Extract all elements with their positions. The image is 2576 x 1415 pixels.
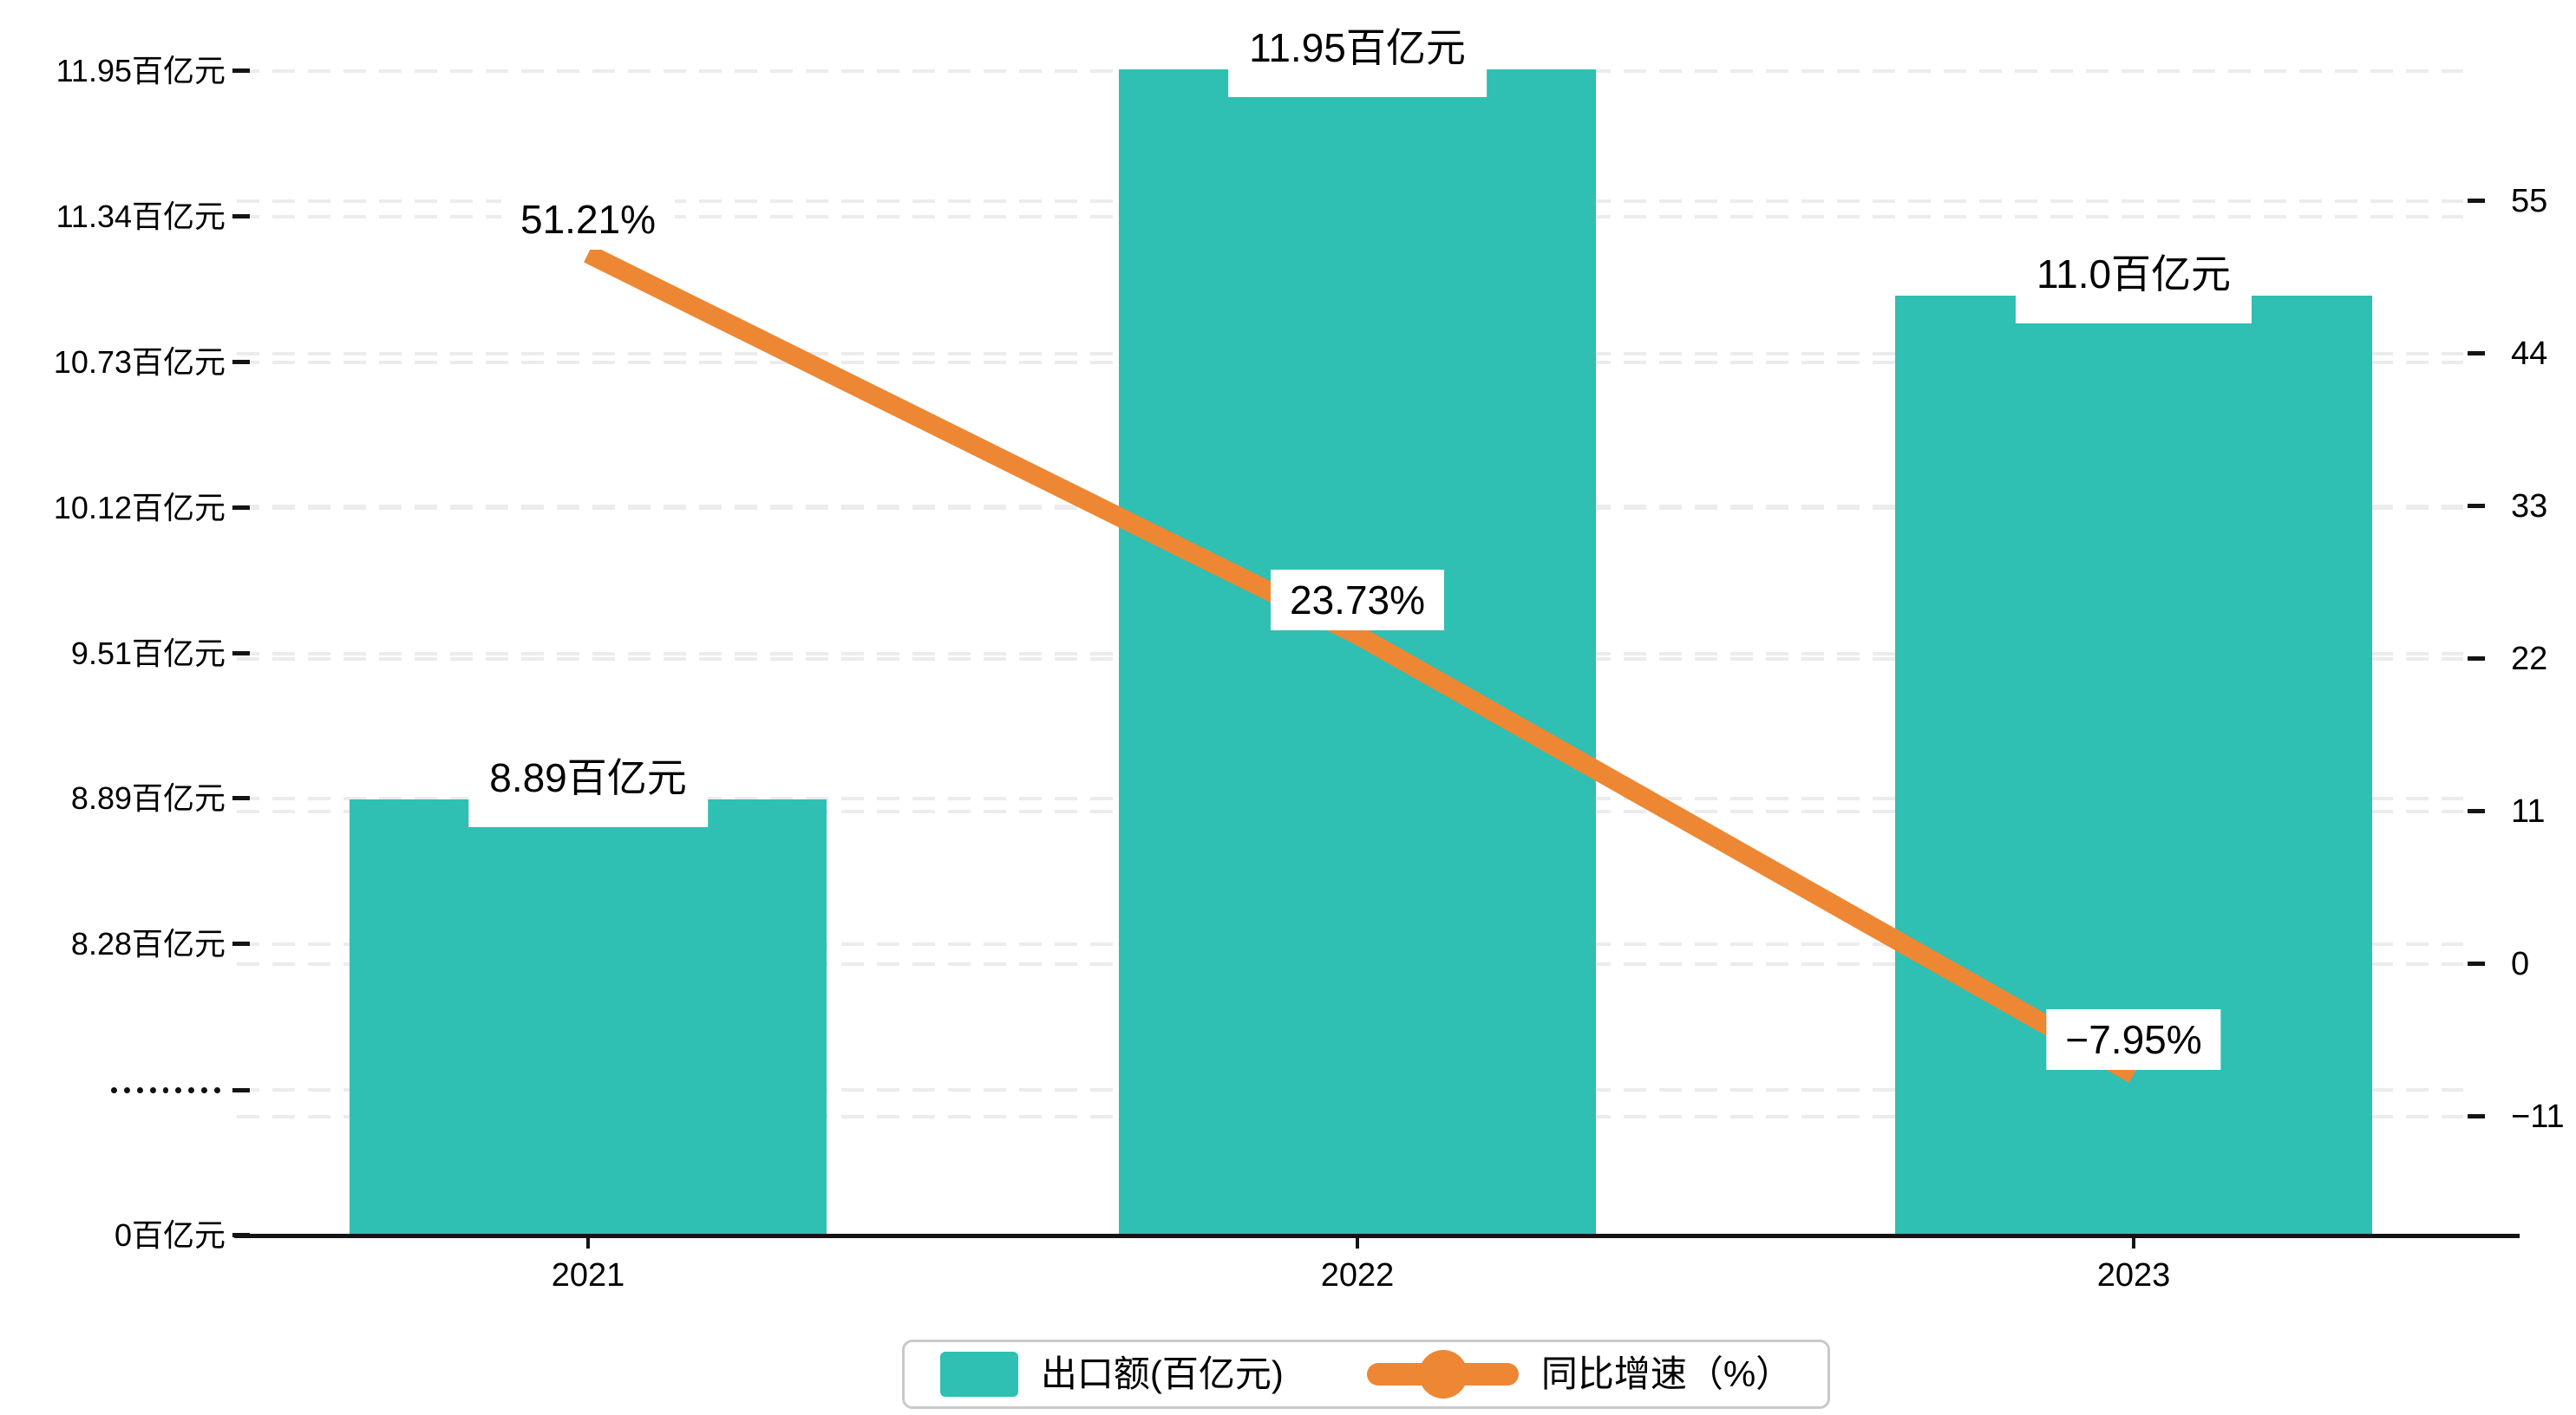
point-label-2023: −7.95%	[2046, 1009, 2221, 1071]
y-left-label-5: 8.89百亿元	[70, 780, 226, 817]
y-left-tick-5	[232, 796, 250, 801]
y-left-tick-4	[232, 650, 250, 655]
y-right-tick-4	[2468, 809, 2485, 813]
legend-label-export-amount: 出口额(百亿元)	[1040, 1353, 1284, 1394]
x-tick-label-2023: 2023	[2096, 1257, 2171, 1294]
line-marker-dot	[1418, 1350, 1468, 1399]
axis-break-dot	[162, 1087, 169, 1093]
y-left-label-1: 11.34百亿元	[56, 198, 226, 234]
x-tick-label-2021: 2021	[551, 1257, 625, 1294]
y-right-label-2: 33	[2511, 488, 2548, 525]
point-label-2021: 51.21%	[500, 188, 676, 250]
bar-value-label-2022: 11.95百亿元	[1228, 20, 1487, 97]
y-left-tick-3	[232, 505, 250, 510]
y-right-tick-3	[2468, 656, 2485, 661]
y-left-tick-2	[232, 359, 250, 364]
y-right-label-4: 11	[2511, 793, 2546, 830]
legend-item-growth-rate[interactable]: 同比增速（%）	[1366, 1350, 1793, 1399]
axis-break-dot	[123, 1087, 130, 1093]
bar-series-swatch-icon	[939, 1352, 1018, 1397]
axis-break-dot	[175, 1087, 182, 1093]
axis-break-dot	[136, 1087, 143, 1093]
axis-break-dot	[201, 1087, 208, 1093]
axis-break-dot	[149, 1087, 156, 1093]
y-right-label-6: −11	[2511, 1099, 2565, 1135]
growth-rate-polyline	[584, 245, 2139, 1083]
y-axis-break-dots	[111, 1087, 221, 1093]
y-left-label-8: 0百亿元	[114, 1217, 226, 1253]
y-left-label-6: 8.28百亿元	[70, 926, 226, 962]
y-left-label-2: 10.73百亿元	[53, 343, 226, 380]
y-right-label-0: 55	[2511, 183, 2548, 219]
bar-value-label-2023: 11.0百亿元	[2015, 247, 2252, 324]
y-left-tick-0	[232, 68, 250, 73]
y-left-tick-7	[232, 1088, 250, 1092]
y-left-label-3: 10.12百亿元	[53, 489, 226, 525]
y-left-label-0: 11.95百亿元	[56, 53, 226, 88]
bar-2023[interactable]	[1895, 296, 2372, 1236]
axis-break-dot	[214, 1087, 221, 1093]
bar-2021[interactable]	[350, 799, 827, 1236]
y-right-tick-0	[2468, 199, 2485, 203]
y-right-label-3: 22	[2511, 641, 2548, 677]
y-right-tick-2	[2468, 504, 2485, 508]
y-right-tick-6	[2468, 1114, 2485, 1118]
y-right-label-5: 0	[2511, 946, 2530, 982]
x-tick-label-2022: 2022	[1320, 1257, 1395, 1294]
axis-break-dot	[111, 1087, 117, 1093]
y-right-label-1: 44	[2511, 336, 2548, 372]
y-right-tick-1	[2468, 351, 2485, 355]
x-tick-mark-2023	[2132, 1236, 2135, 1249]
y-left-label-4: 9.51百亿元	[70, 635, 226, 671]
y-right-tick-5	[2468, 962, 2485, 966]
y-left-tick-8	[232, 1233, 250, 1237]
bar-2022[interactable]	[1119, 68, 1596, 1236]
axis-break-dot	[188, 1087, 195, 1093]
legend: 出口额(百亿元) 同比增速（%）	[902, 1340, 1830, 1409]
line-series-marker-icon	[1366, 1350, 1519, 1399]
bar-value-label-2021: 8.89百亿元	[468, 751, 708, 828]
x-tick-mark-2021	[586, 1236, 590, 1249]
x-tick-mark-2022	[1356, 1236, 1359, 1249]
legend-item-export-amount[interactable]: 出口额(百亿元)	[939, 1350, 1284, 1399]
y-left-tick-1	[232, 213, 250, 218]
y-left-tick-6	[232, 942, 250, 947]
point-label-2022: 23.73%	[1270, 570, 1445, 631]
x-axis-line	[234, 1234, 2520, 1238]
legend-label-growth-rate: 同比增速（%）	[1540, 1353, 1793, 1394]
